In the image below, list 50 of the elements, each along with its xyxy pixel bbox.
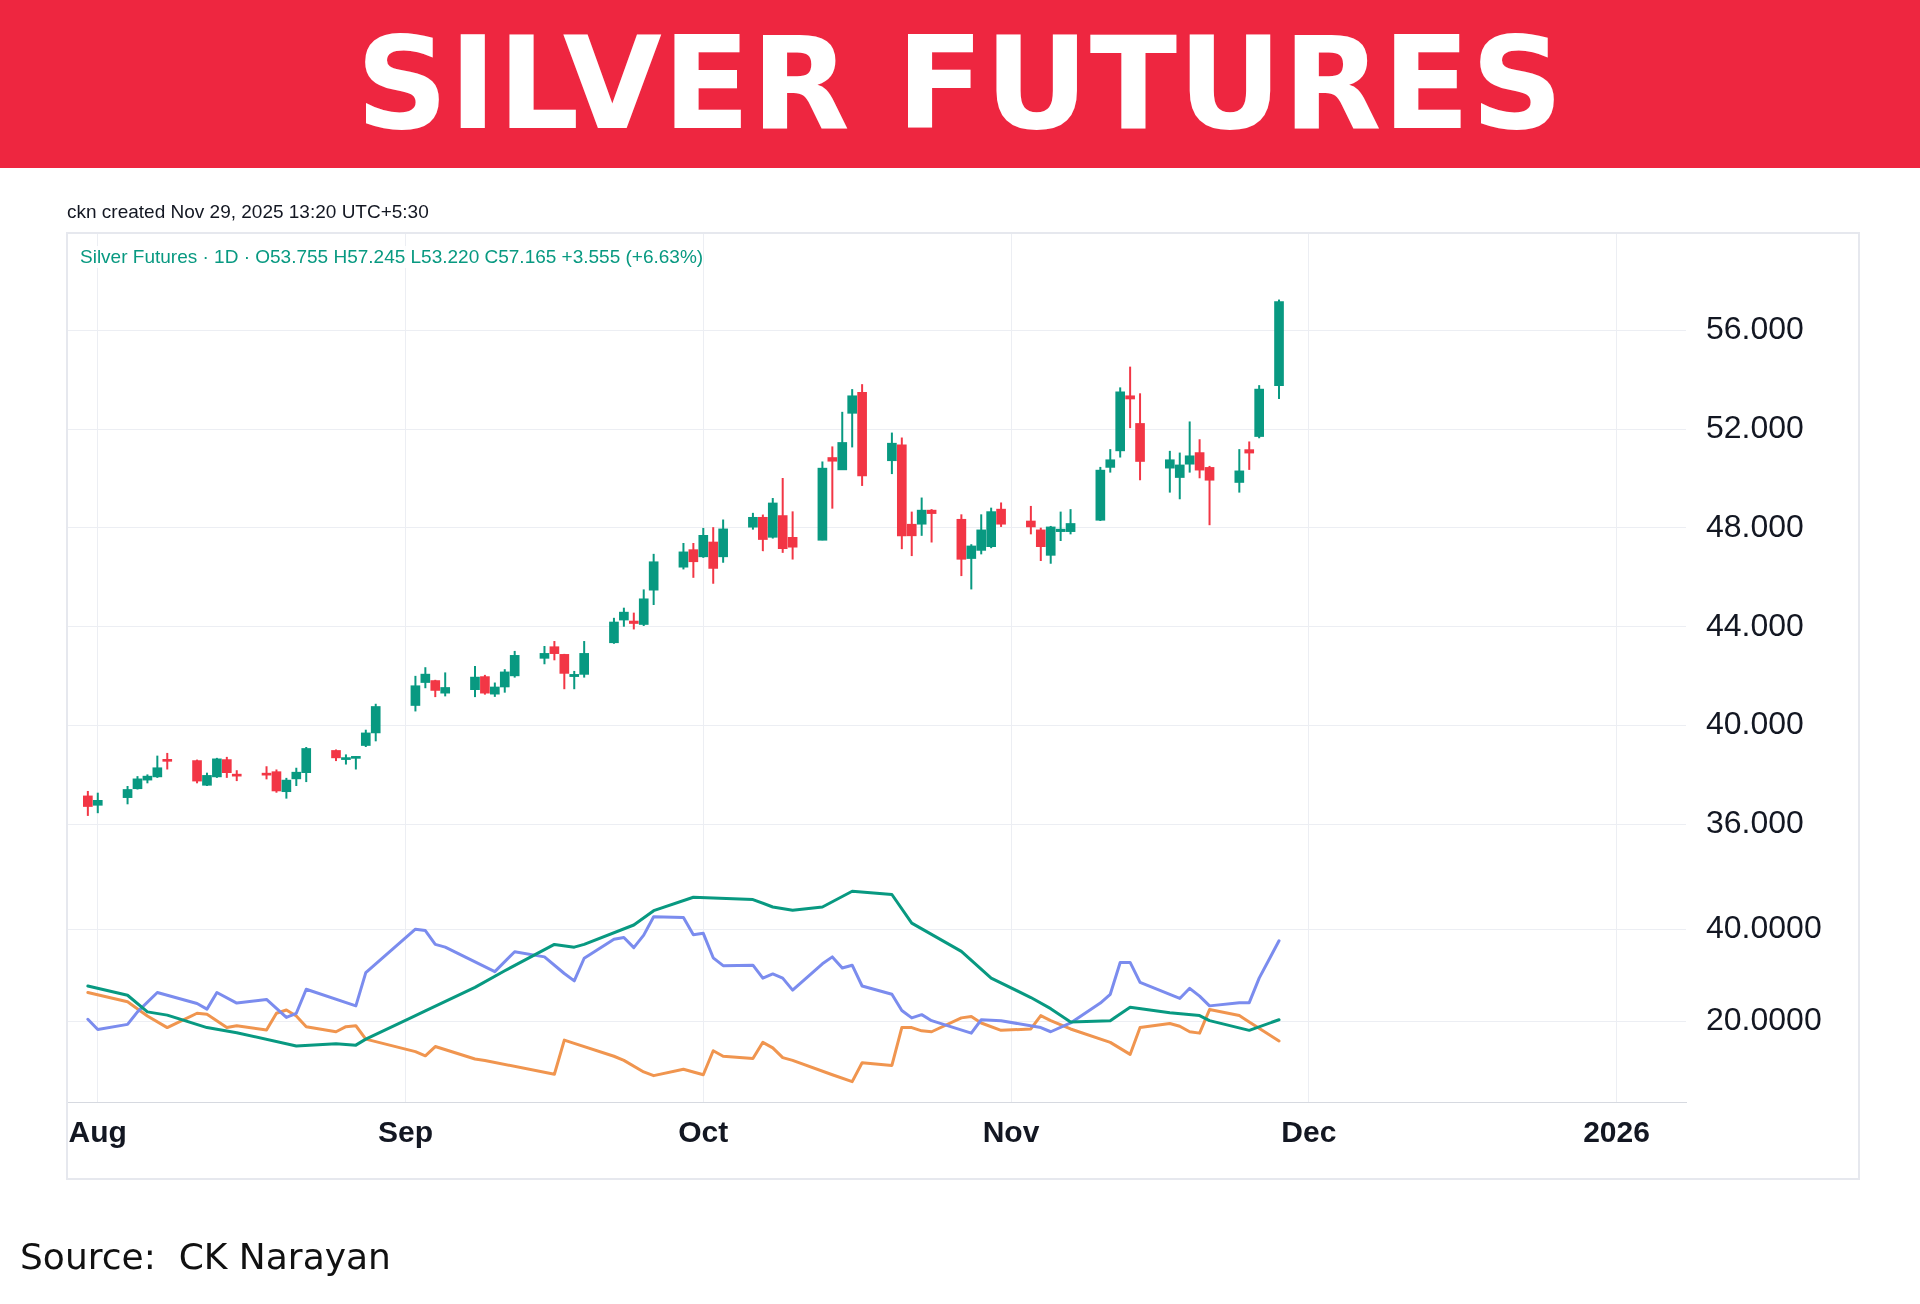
x-tick-label: Oct [678,1115,729,1149]
y-tick-label: 40.0000 [1706,908,1822,945]
y-tick-label: 40.000 [1706,705,1804,742]
x-tick-label: Aug [68,1115,127,1149]
y-tick-label: 36.000 [1706,804,1804,841]
y-tick-label: 52.000 [1706,408,1804,445]
candlestick [410,674,421,713]
candlestick [281,776,292,800]
source-note: Source: CK Narayan [20,1236,391,1277]
candlestick [609,616,619,645]
y-tick-label: 56.000 [1706,310,1804,347]
candlestick [480,673,490,696]
candlestick [1234,448,1245,494]
candlestick [221,755,232,779]
x-tick-label: Nov [982,1115,1040,1149]
candlestick [827,445,838,510]
candlestick [619,606,629,628]
candlestick [83,789,93,817]
candlestick [916,496,927,537]
candlestick [122,785,133,806]
candlestick [1035,526,1046,563]
candlestick [678,541,689,571]
candlestick [549,640,560,662]
candlestick [470,664,480,699]
candlestick [1105,448,1116,474]
candlestick [996,501,1006,528]
y-tick-label: 48.000 [1706,507,1804,544]
candlestick [1184,420,1195,474]
chart-title: SILVER FUTURES [355,9,1565,158]
candlestick [847,388,858,449]
candlestick [887,431,897,476]
candlestick [440,671,451,698]
candlestick [758,513,768,553]
y-tick-label: 44.000 [1706,606,1804,643]
candlestick [1244,440,1255,471]
candlestick [1125,365,1135,430]
candlestick [1026,504,1036,536]
annotation: Silver Futures · 1D · O53.755 H57.245 L53.220 C57.165 +3.555 (+6.63%) [80,246,704,268]
candlestick [926,508,937,544]
candlestick [539,644,550,666]
chart-subtitle: ckn created Nov 29, 2025 13:20 UTC+5:30 [67,201,429,223]
x-tick-label: 2026 [1583,1115,1650,1149]
y-tick-label: 20.0000 [1706,1001,1822,1038]
candlestick [688,541,699,579]
candlestick [559,652,570,691]
candlestick [92,791,103,815]
candlestick [698,526,709,559]
x-tick-label: Dec [1281,1115,1337,1149]
x-tick-label: Sep [377,1115,434,1149]
candlestick [420,666,431,690]
